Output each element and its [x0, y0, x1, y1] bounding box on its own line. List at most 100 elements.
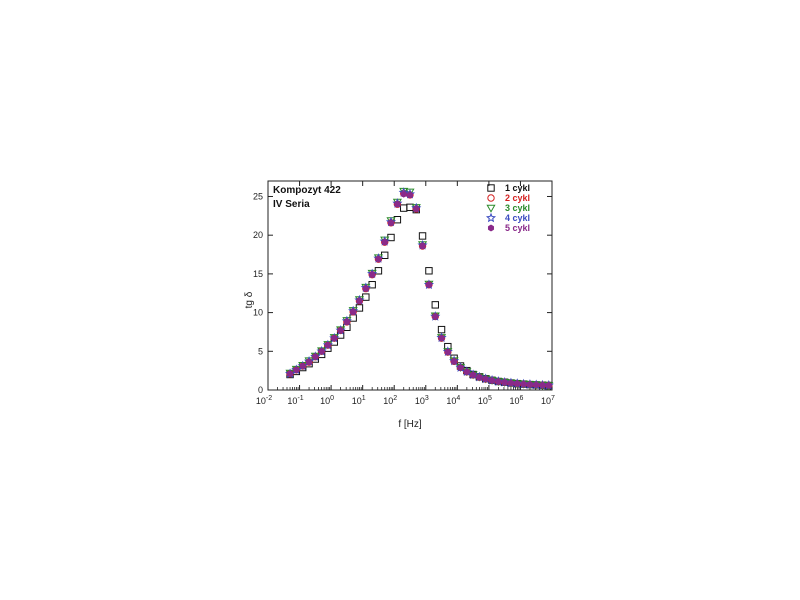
x-tick-exponent: 5 — [488, 395, 492, 402]
data-point — [293, 366, 300, 374]
x-tick-exponent: 6 — [519, 395, 523, 402]
x-tick-mantissa: 10 — [509, 396, 519, 406]
x-tick-mantissa: 10 — [478, 396, 488, 406]
y-tick-label: 25 — [253, 191, 263, 201]
annotation-line-2: IV Seria — [273, 199, 310, 210]
data-point — [545, 381, 552, 389]
x-tick-mantissa: 10 — [415, 396, 425, 406]
data-point — [431, 301, 439, 309]
x-tick-exponent: 3 — [425, 395, 429, 402]
data-point — [312, 353, 319, 361]
legend-label: 1 cykl — [505, 183, 530, 193]
data-point — [343, 318, 350, 326]
data-point — [318, 347, 325, 355]
x-tick-label: 103 — [415, 395, 429, 406]
data-point — [299, 362, 306, 370]
data-point — [400, 190, 407, 198]
x-tick-mantissa: 10 — [287, 396, 297, 406]
data-point — [463, 368, 470, 376]
data-point — [520, 380, 527, 388]
data-point — [331, 334, 338, 342]
data-point — [362, 285, 369, 293]
legend-marker — [487, 194, 495, 202]
x-tick-exponent: 4 — [456, 395, 460, 402]
data-point — [539, 381, 546, 389]
x-axis-title: f [Hz] — [398, 419, 422, 430]
x-tick-exponent: 1 — [362, 395, 366, 402]
data-point — [470, 371, 477, 379]
y-tick-label: 5 — [258, 346, 263, 356]
data-point — [489, 376, 496, 384]
data-point — [418, 232, 427, 240]
data-point — [419, 242, 426, 250]
data-point — [501, 378, 508, 386]
x-tick-label: 10-2 — [256, 395, 272, 406]
data-point — [425, 267, 433, 275]
x-tick-label: 107 — [541, 395, 555, 406]
data-point — [306, 358, 313, 366]
points-layer — [285, 187, 554, 390]
y-tick-label: 10 — [253, 308, 263, 318]
x-tick-mantissa: 10 — [352, 396, 362, 406]
legend-label: 3 cykl — [505, 203, 530, 213]
x-tick-label: 100 — [320, 395, 334, 406]
data-point — [495, 378, 502, 385]
data-point — [438, 334, 445, 342]
x-tick-mantissa: 10 — [320, 396, 330, 406]
data-point — [387, 219, 395, 227]
x-tick-label: 101 — [352, 395, 366, 406]
legend-label: 2 cykl — [505, 193, 530, 203]
x-tick-label: 102 — [383, 395, 397, 406]
legend-label: 5 cykl — [505, 223, 530, 233]
data-point — [356, 297, 363, 305]
data-point — [444, 348, 451, 356]
data-point — [432, 312, 439, 320]
y-tick-label: 15 — [253, 269, 263, 279]
legend-marker — [487, 184, 495, 192]
data-point — [425, 281, 432, 289]
legend-label: 4 cykl — [505, 213, 530, 223]
data-point — [350, 308, 357, 316]
legend-marker — [487, 224, 495, 232]
data-point — [369, 271, 376, 279]
legend-marker — [485, 212, 497, 223]
data-point — [406, 191, 414, 199]
data-point — [476, 373, 483, 381]
y-tick-label: 20 — [253, 230, 263, 240]
y-tick-label: 0 — [258, 385, 263, 395]
data-point — [482, 375, 489, 383]
x-tick-mantissa: 10 — [446, 396, 456, 406]
data-point — [337, 326, 344, 334]
x-tick-label: 104 — [446, 395, 460, 406]
data-point — [526, 380, 533, 388]
data-point — [375, 255, 382, 263]
x-tick-exponent: -1 — [297, 395, 303, 402]
data-point — [324, 341, 331, 349]
x-tick-exponent: -2 — [266, 395, 272, 402]
data-point — [381, 238, 388, 246]
x-tick-exponent: 2 — [393, 395, 397, 402]
x-tick-mantissa: 10 — [256, 396, 266, 406]
x-tick-label: 10-1 — [287, 395, 303, 406]
legend-marker — [486, 204, 496, 213]
y-axis-title: tg δ — [244, 291, 255, 308]
x-tick-mantissa: 10 — [383, 396, 393, 406]
data-point — [393, 216, 402, 224]
data-point — [451, 357, 458, 365]
x-tick-exponent: 0 — [330, 395, 334, 402]
annotation-line-1: Kompozyt 422 — [273, 185, 341, 196]
data-point — [287, 370, 294, 378]
data-point — [533, 381, 540, 389]
data-point — [514, 380, 521, 388]
x-tick-exponent: 7 — [551, 395, 555, 402]
x-tick-label: 106 — [509, 395, 523, 406]
data-point — [507, 379, 514, 387]
series-5 — [287, 190, 552, 389]
data-point — [413, 205, 420, 213]
x-tick-label: 105 — [478, 395, 492, 406]
ticks-layer: 10-2 10-1 100 101 102 103 104 105 106 10705101520… — [253, 181, 555, 406]
x-tick-mantissa: 10 — [541, 396, 551, 406]
data-point — [457, 364, 464, 372]
